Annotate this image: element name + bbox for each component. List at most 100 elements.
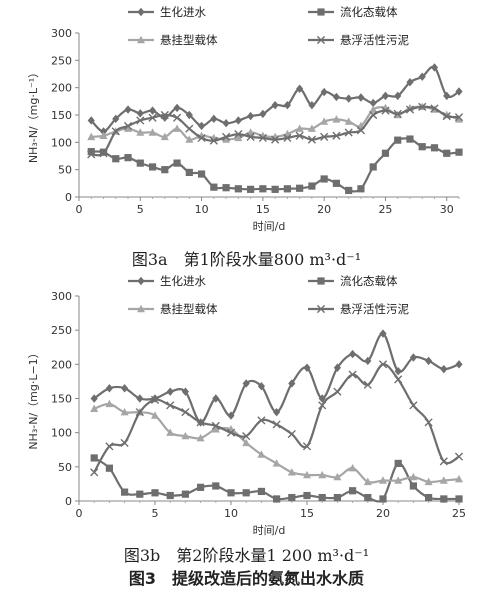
data-point	[123, 121, 133, 131]
data-point	[320, 132, 329, 141]
data-point	[454, 113, 464, 122]
data-point	[90, 404, 99, 412]
data-point	[394, 136, 402, 144]
x-tick-label: 30	[440, 203, 454, 216]
y-tick-label: 200	[51, 358, 72, 371]
data-point	[160, 132, 169, 141]
data-point	[258, 133, 267, 143]
x-tick-label: 0	[76, 507, 83, 520]
data-point	[272, 459, 281, 467]
data-point	[379, 476, 387, 484]
data-point	[320, 87, 328, 97]
legend-swatch-marker	[137, 35, 145, 44]
data-point	[181, 408, 190, 417]
data-point	[151, 489, 159, 497]
data-point	[405, 105, 415, 114]
x-tick-label: 10	[195, 203, 209, 216]
data-point	[226, 428, 236, 437]
data-point	[90, 468, 99, 477]
data-point	[332, 131, 341, 140]
data-point	[242, 489, 250, 497]
series-line	[91, 105, 460, 157]
legend-label: 悬浮活性污泥	[340, 33, 409, 47]
data-point	[150, 395, 160, 404]
data-point	[320, 117, 329, 125]
data-point	[120, 438, 129, 448]
data-point	[454, 452, 464, 461]
data-point	[211, 421, 220, 430]
data-point	[234, 116, 242, 125]
data-point	[242, 379, 250, 388]
data-point	[369, 105, 378, 113]
series-2	[90, 454, 463, 503]
y-tick-label: 100	[51, 427, 72, 440]
data-point	[136, 490, 144, 498]
data-point	[160, 110, 169, 120]
data-point	[296, 84, 304, 93]
data-point	[439, 476, 448, 484]
data-point	[99, 131, 108, 139]
y-tick-label: 0	[65, 495, 72, 508]
series-4	[90, 360, 464, 477]
chart-3b: 0 50 100 150 200 250 300 0 5 10 15 20 25 时间/d NH₃-N/（m…	[27, 274, 466, 537]
data-point	[418, 102, 427, 111]
data-point	[283, 185, 291, 193]
data-point	[381, 149, 390, 157]
data-point	[430, 144, 439, 152]
x-tick-label: 5	[152, 507, 159, 520]
data-point	[393, 109, 402, 119]
data-point	[406, 78, 414, 87]
data-point	[173, 159, 181, 167]
data-point	[344, 117, 353, 125]
data-point	[173, 124, 182, 132]
legend-swatch-marker	[316, 35, 326, 45]
data-point	[425, 493, 433, 502]
legend-label: 流化态载体	[340, 5, 398, 19]
y-tick-label: 300	[51, 27, 72, 40]
data-point	[332, 115, 341, 123]
data-point	[227, 489, 235, 497]
x-tick-label: 25	[378, 203, 392, 216]
legend-swatch-marker	[137, 276, 145, 286]
data-point	[212, 394, 220, 403]
data-point	[379, 329, 387, 338]
data-point	[455, 474, 463, 483]
data-point	[124, 154, 132, 162]
data-point	[283, 100, 291, 110]
data-point	[166, 401, 175, 410]
data-point	[197, 133, 206, 143]
data-point	[333, 493, 341, 502]
y-tick-label: 300	[51, 290, 72, 303]
data-point	[283, 133, 292, 143]
data-point	[257, 450, 266, 458]
data-point	[425, 356, 433, 366]
data-point	[369, 98, 377, 108]
y-axis-label: NH₃-N/（mg·L−1）	[27, 347, 40, 449]
data-point	[418, 143, 426, 151]
data-point	[455, 87, 463, 96]
data-point	[196, 433, 205, 442]
data-point	[271, 100, 279, 110]
data-point	[99, 149, 108, 158]
series-line	[93, 363, 460, 473]
data-point	[349, 487, 357, 495]
data-point	[318, 470, 327, 479]
data-point	[257, 382, 265, 391]
data-point	[295, 131, 304, 140]
data-point	[87, 116, 95, 125]
data-point	[394, 459, 402, 468]
data-point	[105, 464, 113, 472]
data-point	[418, 72, 426, 81]
series-4	[87, 102, 464, 159]
data-point	[136, 159, 144, 167]
data-point	[185, 135, 194, 143]
data-point	[181, 387, 189, 396]
data-point	[406, 135, 414, 143]
data-point	[348, 464, 357, 472]
data-point	[379, 495, 387, 503]
data-point	[442, 111, 451, 121]
data-point	[151, 394, 159, 403]
y-axis-label: NH₃-N/（mg·L⁻¹）	[27, 67, 40, 163]
data-point	[332, 179, 341, 187]
